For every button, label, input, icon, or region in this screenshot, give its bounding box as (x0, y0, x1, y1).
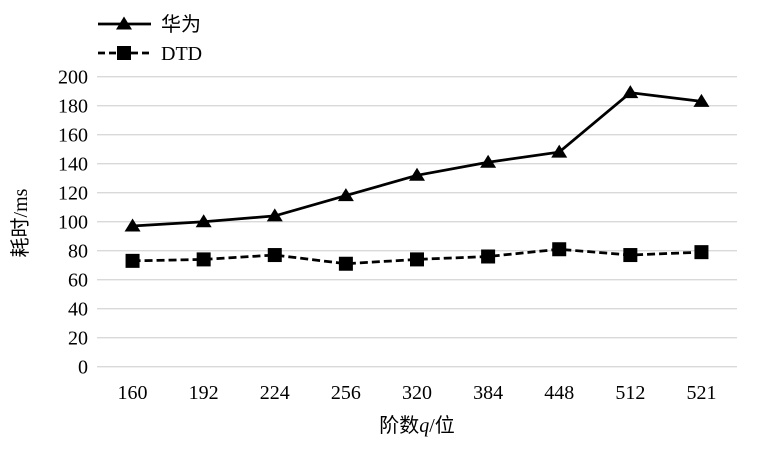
triangle-marker (337, 188, 354, 202)
x-axis-tick-labels: 160 192 224 256 320 384 448 512 521 (118, 382, 717, 404)
x-tick-label: 512 (615, 382, 645, 404)
x-tick-label: 192 (189, 382, 219, 404)
x-tick-label: 448 (544, 382, 574, 404)
series-dtd (125, 242, 709, 271)
y-axis-title: 耗时/ms (9, 188, 32, 257)
square-marker (196, 252, 211, 267)
y-tick-label: 0 (78, 357, 88, 379)
y-tick-label: 160 (58, 125, 88, 147)
triangle-marker (409, 167, 425, 181)
x-tick-label: 224 (260, 382, 290, 404)
y-tick-label: 140 (58, 154, 88, 176)
y-tick-label: 40 (68, 299, 88, 321)
legend: 华为 DTD (98, 13, 202, 65)
triangle-marker (693, 93, 710, 107)
y-tick-label: 120 (58, 183, 88, 205)
square-marker (267, 248, 282, 263)
x-axis-title-variable: q (419, 415, 429, 437)
square-marker (481, 249, 496, 264)
legend-item: DTD (98, 43, 202, 65)
y-tick-label: 180 (58, 96, 88, 118)
series-line-dashed (132, 247, 702, 266)
series-huawei (124, 85, 710, 232)
triangle-marker (551, 144, 568, 158)
triangle-marker (266, 208, 283, 222)
legend-item: 华为 (98, 13, 201, 36)
square-marker (552, 242, 567, 257)
square-marker (338, 256, 353, 271)
triangle-marker (480, 154, 497, 168)
square-marker (117, 46, 131, 60)
square-marker (623, 248, 638, 263)
x-tick-label: 384 (473, 382, 503, 404)
y-tick-label: 20 (68, 328, 88, 350)
square-marker (125, 253, 140, 268)
y-tick-label: 60 (68, 270, 88, 292)
x-axis-title: 阶数q/位 (379, 414, 455, 437)
legend-label: 华为 (161, 13, 201, 36)
y-tick-label: 100 (58, 212, 88, 234)
legend-label: DTD (161, 43, 202, 65)
square-marker (694, 245, 709, 260)
y-tick-label: 80 (68, 241, 88, 263)
triangle-marker (622, 85, 639, 99)
triangle-marker (116, 16, 132, 30)
triangle-marker (195, 214, 212, 228)
y-tick-label: 200 (58, 67, 88, 89)
triangle-marker (124, 218, 141, 232)
x-axis-title-prefix: 阶数 (379, 414, 419, 437)
x-tick-label: 320 (402, 382, 432, 404)
x-axis-title-suffix: /位 (429, 414, 455, 437)
square-marker (410, 252, 424, 267)
series-line-solid (132, 91, 702, 228)
x-tick-label: 256 (331, 382, 361, 404)
x-tick-label: 521 (686, 382, 716, 404)
y-axis-tick-labels: 0 20 40 60 80 100 120 140 160 180 200 (58, 67, 88, 379)
x-tick-label: 160 (118, 382, 148, 404)
